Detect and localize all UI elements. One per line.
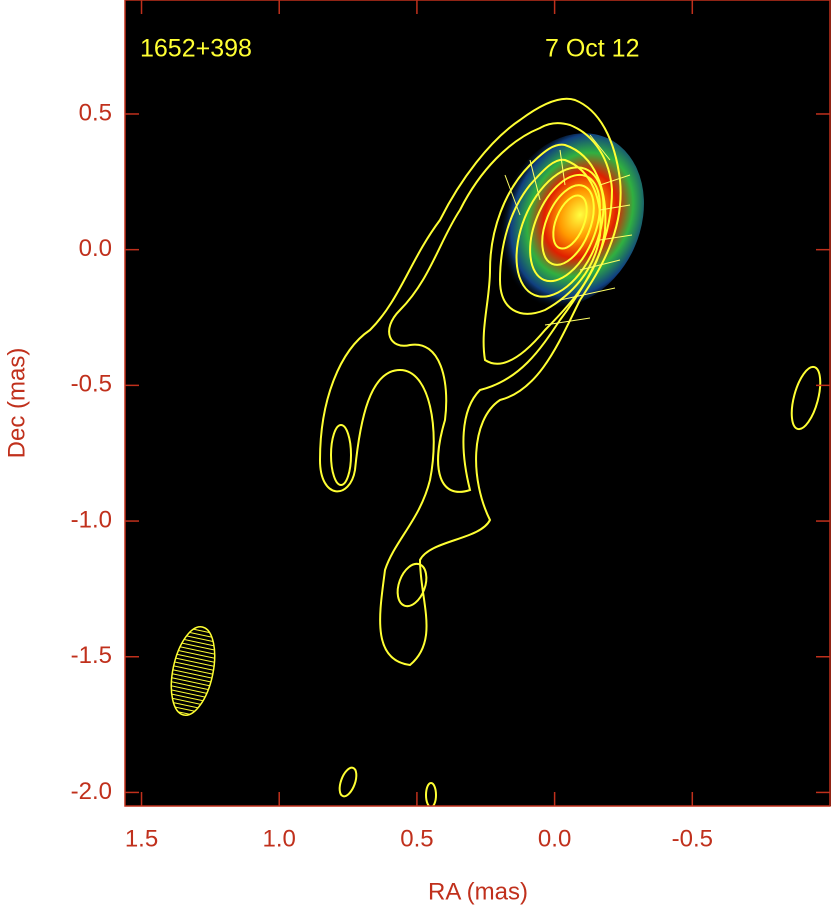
evpa [589, 134, 611, 161]
contour [482, 143, 607, 365]
contours [318, 97, 822, 806]
evpa-ticks [504, 134, 633, 326]
x-tick-label: 1.5 [125, 825, 158, 852]
contour [529, 173, 601, 283]
y-tick-label: -1.0 [71, 506, 112, 533]
contour [541, 184, 595, 266]
x-tick-label: 0.0 [538, 825, 571, 852]
contour [552, 194, 588, 250]
x-axis-title: RA (mas) [428, 878, 528, 905]
contour [498, 158, 602, 315]
evpa [599, 204, 631, 211]
contour [330, 424, 352, 486]
y-tick-label: -0.5 [71, 371, 112, 398]
y-tick-label: -2.0 [71, 778, 112, 805]
evpa [579, 259, 621, 271]
beam [170, 626, 216, 716]
plot-area [125, 0, 831, 806]
frame [124, 0, 831, 807]
y-axis-title: Dec (mas) [3, 348, 30, 459]
evpa [504, 174, 521, 216]
y-tick-label: 0.0 [79, 235, 112, 262]
contour [515, 166, 605, 298]
contour [338, 766, 358, 798]
evpa [544, 317, 591, 326]
image [170, 97, 822, 806]
evpa [559, 287, 616, 301]
epoch: 7 Oct 12 [545, 35, 640, 63]
source-name: 1652+398 [140, 35, 252, 63]
contour [396, 562, 428, 608]
x-tick-label: -0.5 [672, 825, 713, 852]
evpa [599, 234, 633, 241]
contour [790, 365, 822, 431]
evpa [599, 174, 631, 186]
contour [425, 782, 437, 806]
contour [318, 97, 622, 667]
y-tick-label: 0.5 [79, 99, 112, 126]
x-tick-label: 1.0 [263, 825, 296, 852]
evpa [529, 159, 541, 201]
evpa [559, 149, 566, 186]
y-tick-label: -1.5 [71, 642, 112, 669]
x-tick-label: 0.5 [400, 825, 433, 852]
